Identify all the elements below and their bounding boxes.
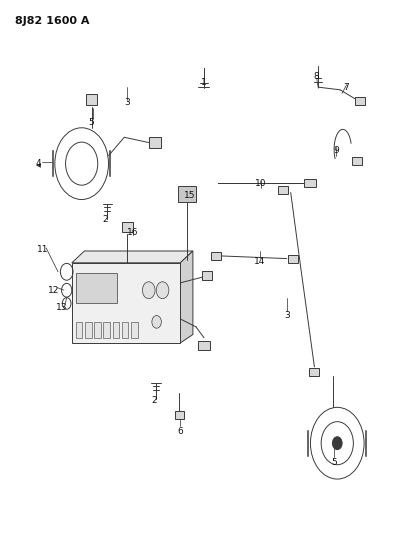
- Text: 5: 5: [89, 118, 94, 127]
- Bar: [122, 322, 128, 338]
- Bar: [86, 94, 98, 104]
- Bar: [175, 411, 184, 419]
- Bar: [76, 273, 117, 303]
- Text: 14: 14: [254, 257, 265, 266]
- Bar: [149, 138, 160, 148]
- Circle shape: [332, 437, 342, 450]
- Text: 15: 15: [184, 191, 196, 200]
- Text: 6: 6: [178, 426, 183, 435]
- Text: 11: 11: [36, 245, 48, 254]
- Text: 12: 12: [48, 286, 60, 295]
- Bar: [103, 322, 110, 338]
- Text: 8: 8: [314, 72, 319, 81]
- Bar: [288, 255, 298, 263]
- Bar: [278, 186, 288, 194]
- Bar: [304, 179, 316, 187]
- Text: 16: 16: [127, 228, 139, 237]
- Bar: [112, 322, 119, 338]
- Bar: [355, 97, 365, 105]
- Text: 2: 2: [152, 397, 158, 406]
- Text: 1: 1: [201, 78, 207, 87]
- Circle shape: [142, 282, 155, 298]
- Bar: [85, 322, 92, 338]
- Text: 8J82 1600 A: 8J82 1600 A: [15, 16, 89, 26]
- Bar: [310, 368, 319, 376]
- Text: 5: 5: [331, 458, 337, 467]
- Bar: [72, 263, 180, 343]
- Text: 2: 2: [102, 214, 108, 223]
- Text: 9: 9: [333, 146, 339, 155]
- Circle shape: [152, 316, 161, 328]
- Bar: [202, 271, 212, 280]
- Text: 7: 7: [343, 83, 349, 92]
- Bar: [198, 341, 210, 350]
- Polygon shape: [180, 251, 193, 343]
- Text: 10: 10: [255, 179, 267, 188]
- Bar: [352, 157, 362, 165]
- Text: 4: 4: [36, 159, 41, 168]
- Text: 3: 3: [124, 99, 130, 108]
- Bar: [178, 186, 196, 201]
- Bar: [94, 322, 101, 338]
- Bar: [211, 252, 221, 260]
- Text: ◂: ◂: [36, 159, 41, 168]
- Bar: [131, 322, 138, 338]
- Circle shape: [156, 282, 169, 298]
- Text: 3: 3: [284, 311, 290, 319]
- Bar: [76, 322, 82, 338]
- Polygon shape: [72, 251, 193, 263]
- Text: 13: 13: [56, 303, 68, 312]
- Bar: [122, 222, 132, 232]
